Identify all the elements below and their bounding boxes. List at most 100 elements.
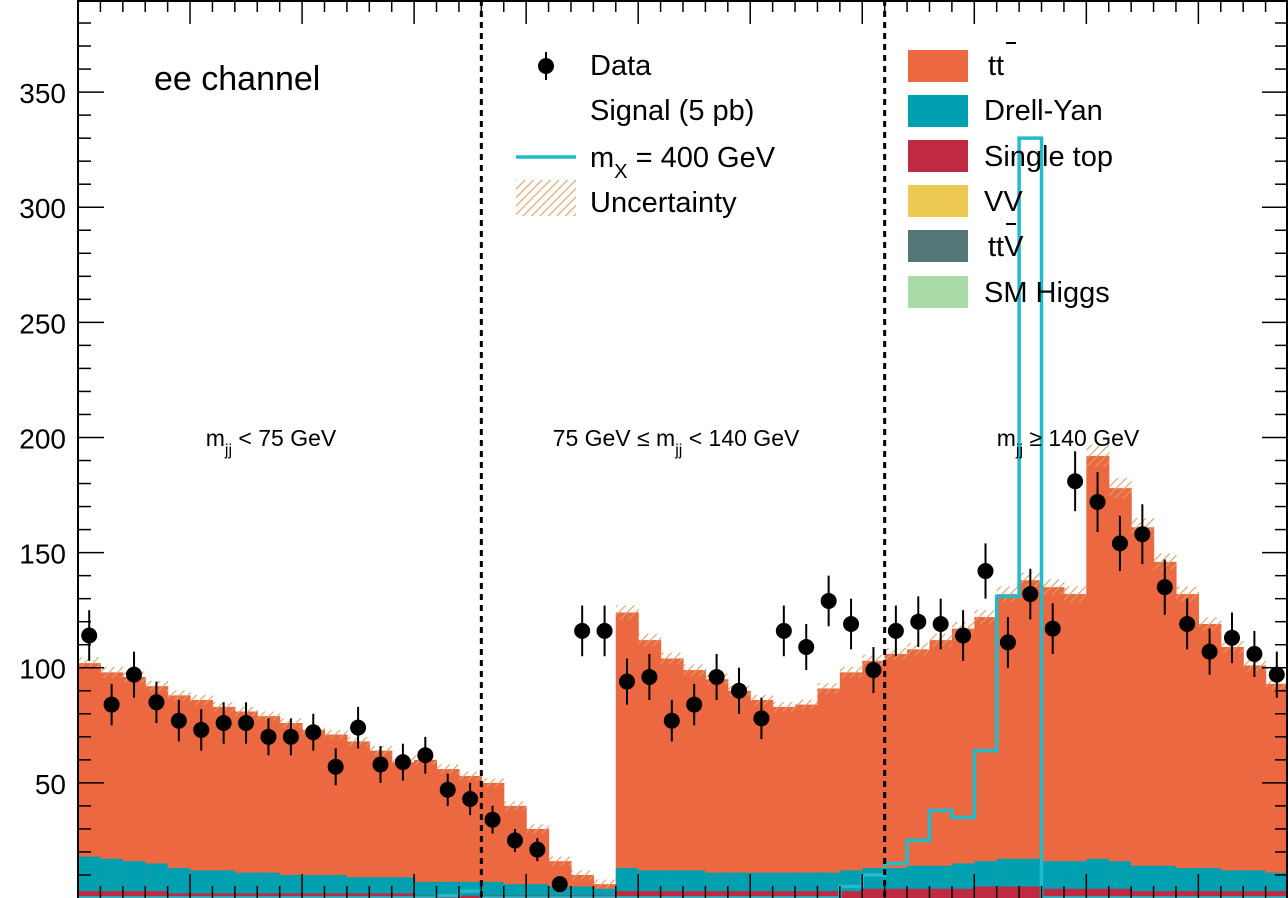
uncertainty-band bbox=[683, 664, 707, 676]
ttbar-bar bbox=[1220, 647, 1244, 898]
single-top-bar bbox=[302, 893, 326, 898]
ttbar-bar bbox=[884, 653, 908, 898]
legend-uncertainty-label: Uncertainty bbox=[590, 187, 737, 219]
data-point bbox=[305, 724, 322, 741]
single-top-bar bbox=[727, 891, 751, 898]
ttbar-bar bbox=[436, 769, 460, 898]
data-point bbox=[955, 627, 972, 644]
data-point bbox=[462, 790, 479, 807]
single-top-bar bbox=[78, 891, 102, 898]
data-point bbox=[641, 668, 658, 685]
legend-drell-yan-label: Drell-Yan bbox=[984, 95, 1103, 127]
data-point bbox=[193, 721, 210, 738]
uncertainty-band bbox=[907, 643, 931, 656]
drell-yan-bar bbox=[324, 874, 348, 898]
ttbar-bar bbox=[458, 775, 482, 898]
data-point bbox=[865, 662, 882, 679]
ttbar-bar bbox=[817, 688, 841, 898]
ttbar-bar bbox=[1041, 587, 1065, 898]
drell-yan-bar bbox=[234, 872, 258, 898]
uncertainty-band bbox=[974, 610, 998, 625]
data-point bbox=[618, 673, 635, 690]
data-point bbox=[1067, 473, 1084, 490]
single-top-bar bbox=[795, 891, 819, 898]
ttbar-bar bbox=[750, 699, 774, 898]
drell-yan-bar bbox=[548, 886, 572, 898]
ttbar-bar bbox=[78, 663, 102, 898]
single-top-bar bbox=[1019, 886, 1043, 898]
data-point bbox=[282, 728, 299, 745]
data-point bbox=[170, 712, 187, 729]
drell-yan-bar bbox=[570, 886, 594, 898]
ttbar-bar bbox=[1175, 594, 1199, 898]
ttbar-bar bbox=[795, 704, 819, 898]
drell-yan-bar bbox=[212, 870, 236, 898]
single-top-bar bbox=[458, 895, 482, 898]
single-top-bar bbox=[1175, 891, 1199, 898]
legend-uncertainty-swatch bbox=[516, 180, 576, 216]
data-point bbox=[551, 876, 568, 893]
data-points bbox=[81, 451, 1285, 893]
ttbar-bar bbox=[1086, 455, 1110, 898]
axes: 50 100 150 200 250 300 350 bbox=[19, 0, 1288, 898]
ttbar-bar bbox=[100, 672, 124, 898]
ttbar-bar bbox=[302, 729, 326, 898]
ttbar-bar bbox=[996, 594, 1020, 898]
legend-signal-title: Signal (5 pb) bbox=[590, 95, 754, 127]
drell-yan-bar bbox=[1175, 868, 1199, 898]
y-tick-label: 300 bbox=[19, 193, 66, 224]
ttbar-bar bbox=[324, 734, 348, 898]
single-top-bar bbox=[615, 891, 639, 898]
single-top-bar bbox=[974, 886, 998, 898]
legend-vv-swatch bbox=[908, 185, 968, 217]
ttbar-bar bbox=[1063, 594, 1087, 898]
single-top-bar bbox=[817, 891, 841, 898]
legend-sm-higgs-swatch bbox=[908, 276, 968, 308]
ttbar-bar bbox=[1019, 580, 1043, 898]
single-top-bar bbox=[234, 893, 258, 898]
single-top-bar bbox=[212, 893, 236, 898]
single-top-bar bbox=[1131, 891, 1155, 898]
single-top-bar bbox=[279, 893, 303, 898]
data-point bbox=[1268, 666, 1285, 683]
data-point bbox=[81, 627, 98, 644]
drell-yan-bar bbox=[369, 877, 393, 898]
ttbar-bar bbox=[974, 617, 998, 898]
single-top-bar bbox=[839, 891, 863, 898]
ttbar-bar bbox=[1243, 665, 1267, 898]
single-top-bar bbox=[884, 888, 908, 898]
data-point bbox=[417, 747, 434, 764]
data-point bbox=[103, 696, 120, 713]
uncertainty-band bbox=[190, 695, 214, 705]
region-separators bbox=[479, 0, 887, 898]
data-point bbox=[798, 639, 815, 656]
ttbar-bar bbox=[346, 741, 370, 898]
ttbar-bar bbox=[862, 660, 886, 898]
data-point bbox=[753, 710, 770, 727]
single-top-bar bbox=[683, 891, 707, 898]
background-stack bbox=[78, 444, 1288, 898]
ttbar-bar bbox=[122, 676, 146, 898]
uncertainty-band bbox=[78, 657, 102, 670]
data-point bbox=[529, 841, 546, 858]
uncertainty-band bbox=[772, 702, 796, 712]
single-top-bar bbox=[1063, 888, 1087, 898]
drell-yan-bar bbox=[167, 868, 191, 898]
single-top-bar bbox=[951, 888, 975, 898]
single-top-bar bbox=[705, 891, 729, 898]
legend-data-label: Data bbox=[590, 50, 652, 82]
data-point bbox=[686, 696, 703, 713]
data-point bbox=[887, 622, 904, 639]
uncertainty-band bbox=[1108, 477, 1132, 499]
drell-yan-bar bbox=[190, 870, 214, 898]
uncertainty-band bbox=[1041, 579, 1065, 595]
y-tick-label: 50 bbox=[35, 769, 66, 800]
data-point bbox=[1179, 615, 1196, 632]
single-top-bar bbox=[324, 893, 348, 898]
signal-line bbox=[78, 136, 1288, 898]
data-point bbox=[439, 781, 456, 798]
ttbar-bar bbox=[615, 612, 639, 898]
single-top-bar bbox=[145, 891, 169, 898]
uncertainty-band bbox=[660, 652, 684, 665]
